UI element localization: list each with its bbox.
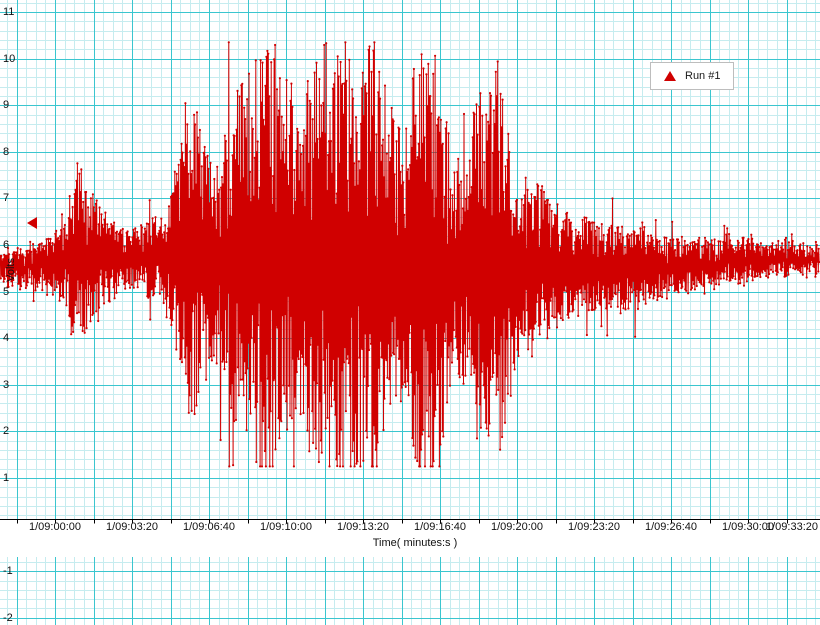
y-tick-label: 7: [3, 192, 10, 205]
x-tick-label: 1/09:00:00: [29, 521, 81, 533]
y-tick-label: 5: [3, 285, 10, 298]
legend-label: Run #1: [685, 70, 721, 82]
x-axis-title: Time( minutes:s ): [372, 537, 458, 549]
x-tick-label: 1/09:23:20: [568, 521, 620, 533]
x-tick-label: 1/09:30:00: [722, 521, 774, 533]
y-axis-title: Volts: [5, 258, 17, 282]
y-tick-label: 4: [3, 332, 10, 345]
y-tick-label: 10: [3, 52, 16, 65]
y-tick-label: 9: [3, 99, 10, 112]
x-tick-label: 1/09:13:20: [337, 521, 389, 533]
legend[interactable]: Run #1: [650, 62, 735, 90]
x-tick-label: 1/09:33:20: [766, 521, 818, 533]
y-tick-label: 2: [3, 425, 10, 438]
y-tick-label: 8: [3, 145, 10, 158]
y-tick-label: 3: [3, 378, 10, 391]
series-triangle-icon: [664, 71, 676, 81]
x-tick-label: 1/09:26:40: [645, 521, 697, 533]
baseline-marker-icon[interactable]: [27, 217, 37, 230]
x-tick-label: 1/09:20:00: [491, 521, 543, 533]
y-tick-label: 6: [3, 239, 10, 251]
x-tick-label: 1/09:16:40: [414, 521, 466, 533]
y-tick-label: 1: [3, 472, 10, 484]
y-tick-label: -1: [3, 565, 13, 578]
y-tick-label: -2: [3, 611, 13, 624]
x-tick-label: 1/09:10:00: [260, 521, 312, 533]
y-tick-label: 11: [3, 6, 15, 18]
x-tick-label: 1/09:06:40: [183, 521, 235, 533]
x-tick-label: 1/09:03:20: [106, 521, 158, 533]
